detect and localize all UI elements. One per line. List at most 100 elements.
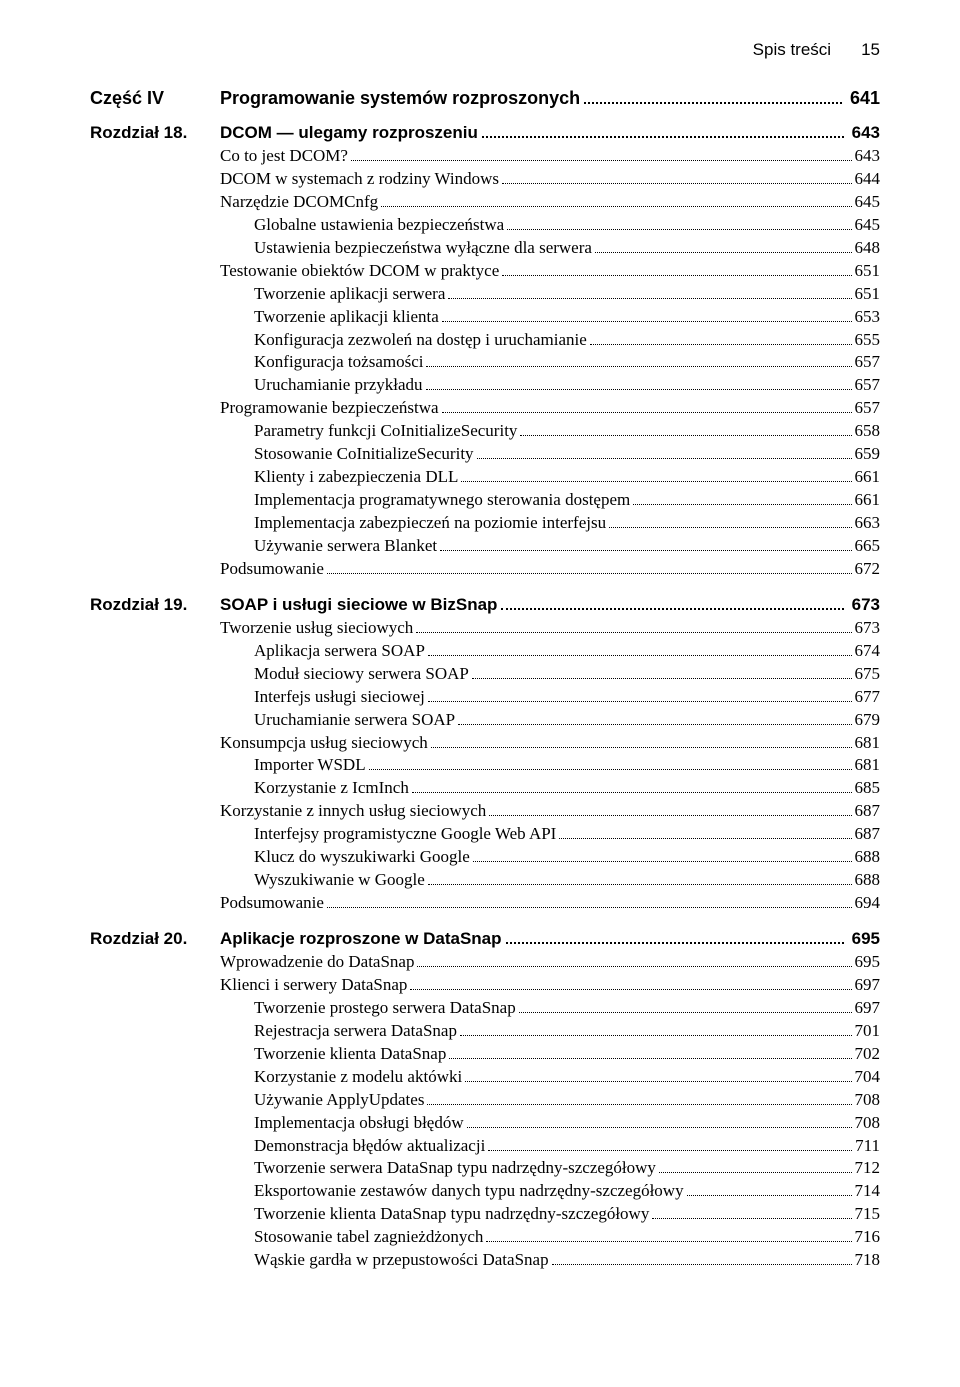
- part-page: 641: [846, 88, 880, 109]
- chapter-page: 643: [848, 123, 880, 143]
- leader: [417, 966, 851, 967]
- entry-page: 659: [855, 443, 881, 466]
- entry-page: 687: [855, 800, 881, 823]
- entry-page: 658: [855, 420, 881, 443]
- entry-page: 697: [855, 997, 881, 1020]
- toc-entry: Moduł sieciowy serwera SOAP 675: [220, 663, 880, 686]
- leader: [552, 1264, 852, 1265]
- entry-title: Uruchamianie przykładu: [254, 374, 423, 397]
- entry-title: Tworzenie klienta DataSnap: [254, 1043, 446, 1066]
- toc-entry: Ustawienia bezpieczeństwa wyłączne dla s…: [220, 237, 880, 260]
- toc-entry: Wprowadzenie do DataSnap695: [220, 951, 880, 974]
- entry-page: 645: [855, 191, 881, 214]
- toc-entry: Używanie ApplyUpdates708: [220, 1089, 880, 1112]
- entry-title: Konsumpcja usług sieciowych: [220, 732, 428, 755]
- toc-entry: Testowanie obiektów DCOM w praktyce651: [220, 260, 880, 283]
- leader: [442, 321, 852, 322]
- entry-page: 715: [855, 1203, 881, 1226]
- entry-title: Tworzenie prostego serwera DataSnap: [254, 997, 516, 1020]
- leader: [507, 229, 851, 230]
- entry-page: 675: [855, 663, 881, 686]
- entry-title: Moduł sieciowy serwera SOAP: [254, 663, 469, 686]
- entry-title: Tworzenie serwera DataSnap typu nadrzędn…: [254, 1157, 656, 1180]
- entry-title: Stosowanie tabel zagnieżdżonych: [254, 1226, 483, 1249]
- entry-title: Implementacja zabezpieczeń na poziomie i…: [254, 512, 606, 535]
- toc-entry: Klucz do wyszukiwarki Google688: [220, 846, 880, 869]
- entries-list: Tworzenie usług sieciowych673Aplikacja s…: [220, 617, 880, 915]
- toc-entry: Interfejs usługi sieciowej677: [220, 686, 880, 709]
- entry-page: 651: [855, 283, 881, 306]
- leader: [416, 632, 851, 633]
- toc-entry: Importer WSDL681: [220, 754, 880, 777]
- leader: [428, 701, 852, 702]
- entry-page: 716: [855, 1226, 881, 1249]
- leader: [489, 815, 851, 816]
- entry-title: Uruchamianie serwera SOAP: [254, 709, 455, 732]
- entry-page: 708: [855, 1112, 881, 1135]
- entry-page: 672: [855, 558, 881, 581]
- leader: [449, 1058, 851, 1059]
- entry-title: Wyszukiwanie w Google: [254, 869, 425, 892]
- leader: [652, 1218, 851, 1219]
- entry-page: 665: [855, 535, 881, 558]
- leader: [501, 608, 843, 610]
- chapter-title-text: Aplikacje rozproszone w DataSnap: [220, 929, 502, 949]
- leader: [410, 989, 851, 990]
- entry-title: Używanie ApplyUpdates: [254, 1089, 424, 1112]
- entries-list: Wprowadzenie do DataSnap695Klienci i ser…: [220, 951, 880, 1272]
- toc-entry: Korzystanie z modelu aktówki704: [220, 1066, 880, 1089]
- chapter-title: Aplikacje rozproszone w DataSnap 695: [220, 929, 880, 949]
- entry-page: 685: [855, 777, 881, 800]
- entry-page: 681: [855, 732, 881, 755]
- leader: [431, 747, 852, 748]
- toc-entry: Rejestracja serwera DataSnap 701: [220, 1020, 880, 1043]
- toc-entry: Klienci i serwery DataSnap697: [220, 974, 880, 997]
- leader: [440, 550, 851, 551]
- entry-title: Co to jest DCOM?: [220, 145, 348, 168]
- leader: [473, 861, 852, 862]
- entry-title: Tworzenie aplikacji klienta: [254, 306, 439, 329]
- entry-title: Demonstracja błędów aktualizacji: [254, 1135, 485, 1158]
- entry-title: Rejestracja serwera DataSnap: [254, 1020, 457, 1043]
- leader: [426, 366, 851, 367]
- leader: [486, 1241, 851, 1242]
- entry-page: 701: [855, 1020, 881, 1043]
- entry-page: 697: [855, 974, 881, 997]
- entry-title: Interfejs usługi sieciowej: [254, 686, 425, 709]
- entry-title: Implementacja obsługi błędów: [254, 1112, 464, 1135]
- entry-page: 648: [855, 237, 881, 260]
- leader: [412, 792, 852, 793]
- toc-entry: Parametry funkcji CoInitializeSecurity65…: [220, 420, 880, 443]
- leader: [427, 1104, 851, 1105]
- entry-title: Tworzenie usług sieciowych: [220, 617, 413, 640]
- running-header: Spis treści 15: [90, 40, 880, 60]
- entry-page: 673: [855, 617, 881, 640]
- leader: [633, 504, 851, 505]
- entry-page: 655: [855, 329, 881, 352]
- entry-title: Korzystanie z IcmInch: [254, 777, 409, 800]
- toc-entry: Tworzenie aplikacji serwera651: [220, 283, 880, 306]
- leader: [327, 907, 852, 908]
- toc-entry: DCOM w systemach z rodziny Windows644: [220, 168, 880, 191]
- entry-page: 712: [855, 1157, 881, 1180]
- entry-page: 661: [855, 466, 881, 489]
- entry-page: 653: [855, 306, 881, 329]
- entry-title: DCOM w systemach z rodziny Windows: [220, 168, 499, 191]
- toc-entry: Konfiguracja zezwoleń na dostęp i urucha…: [220, 329, 880, 352]
- entry-title: Narzędzie DCOMCnfg: [220, 191, 378, 214]
- toc-entry: Korzystanie z IcmInch 685: [220, 777, 880, 800]
- entry-page: 704: [855, 1066, 881, 1089]
- toc-entry: Tworzenie serwera DataSnap typu nadrzędn…: [220, 1157, 880, 1180]
- leader: [502, 275, 851, 276]
- toc-entry: Klienty i zabezpieczenia DLL661: [220, 466, 880, 489]
- toc-entry: Stosowanie tabel zagnieżdżonych 716: [220, 1226, 880, 1249]
- entry-page: 674: [855, 640, 881, 663]
- toc-entry: Narzędzie DCOMCnfg 645: [220, 191, 880, 214]
- entry-page: 657: [855, 374, 881, 397]
- leader: [488, 1150, 852, 1151]
- entry-title: Stosowanie CoInitializeSecurity: [254, 443, 474, 466]
- entry-title: Wąskie gardła w przepustowości DataSnap: [254, 1249, 549, 1272]
- entry-page: 645: [855, 214, 881, 237]
- chapter-title-text: SOAP i usługi sieciowe w BizSnap: [220, 595, 497, 615]
- header-pagenum: 15: [861, 40, 880, 60]
